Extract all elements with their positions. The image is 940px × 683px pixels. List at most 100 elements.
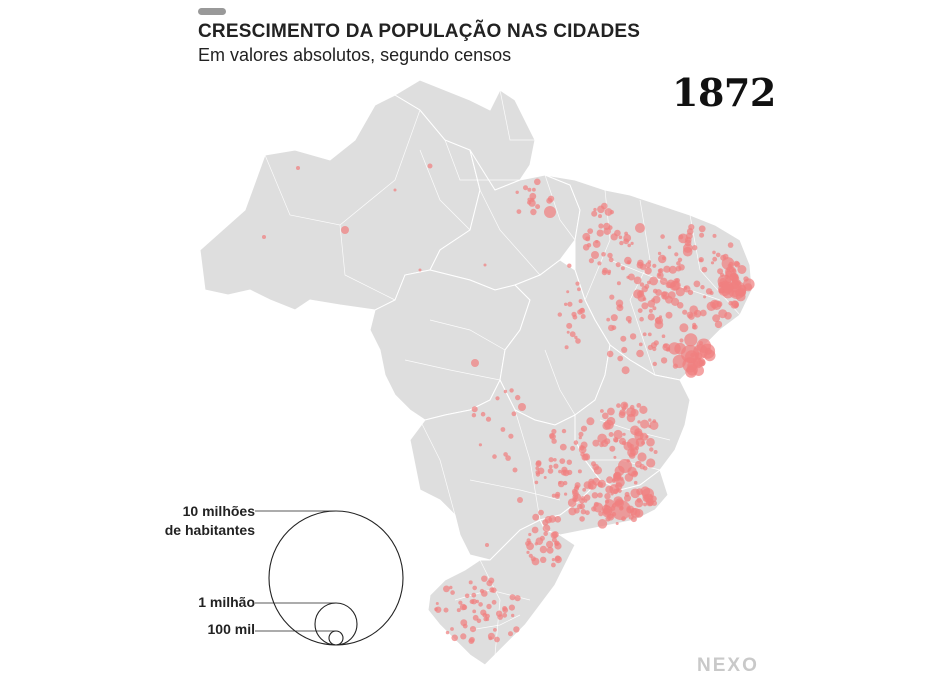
city-bubble (514, 595, 521, 602)
city-bubble (660, 277, 668, 285)
city-bubble (648, 425, 652, 428)
chart-subtitle: Em valores absolutos, segundo censos (198, 45, 512, 65)
city-bubble (597, 261, 602, 266)
city-bubble (641, 440, 646, 445)
city-bubble (596, 229, 604, 237)
city-bubble (508, 631, 513, 637)
city-bubble (557, 312, 562, 317)
city-bubble (478, 602, 483, 607)
city-bubble (537, 467, 545, 475)
city-bubble (542, 524, 551, 532)
city-bubble (472, 585, 478, 591)
city-bubble (523, 185, 528, 191)
city-bubble (694, 312, 698, 316)
city-bubble (528, 532, 532, 537)
city-bubble (623, 238, 629, 245)
city-bubble (509, 388, 514, 393)
city-bubble (608, 257, 614, 263)
city-bubble (485, 543, 489, 547)
city-bubble (627, 438, 639, 450)
city-bubble (445, 630, 450, 635)
city-bubble (629, 333, 637, 340)
city-bubble (575, 338, 581, 344)
city-bubble (686, 311, 694, 319)
city-bubble (502, 606, 508, 611)
city-bubble (449, 585, 453, 590)
city-bubble (566, 459, 572, 465)
city-bubble (604, 438, 611, 445)
city-bubble (547, 468, 554, 474)
city-bubbles (262, 163, 755, 644)
city-bubble (622, 432, 626, 436)
city-bubble (619, 409, 626, 416)
city-bubble (493, 628, 497, 632)
city-bubble (471, 592, 477, 598)
city-bubble (568, 507, 577, 516)
city-bubble (469, 626, 477, 633)
city-bubble (472, 614, 479, 621)
city-bubble (451, 634, 459, 642)
city-bubble (630, 508, 641, 518)
legend-circle-1m (314, 602, 358, 646)
city-bubble (418, 268, 422, 272)
city-bubble (642, 332, 647, 337)
city-bubble (615, 522, 619, 525)
city-bubble (427, 163, 433, 169)
city-bubble (579, 516, 585, 522)
city-bubble (534, 542, 538, 546)
city-bubble (603, 227, 611, 235)
city-bubble (566, 290, 570, 294)
city-bubble (591, 492, 599, 499)
city-bubble (511, 411, 517, 417)
city-bubble (699, 341, 703, 346)
city-bubble (679, 338, 684, 343)
city-bubble (661, 291, 667, 297)
city-bubble (459, 603, 467, 611)
city-bubble (627, 448, 636, 457)
city-bubble (561, 428, 567, 434)
city-bubble (606, 476, 614, 484)
city-bubble (682, 309, 688, 315)
city-bubble (611, 500, 631, 520)
city-bubble (675, 265, 682, 272)
city-bubble (647, 260, 652, 264)
city-bubble (620, 335, 627, 342)
city-bubble (663, 265, 671, 273)
city-bubble (577, 503, 583, 510)
city-bubble (492, 454, 497, 459)
city-bubble (693, 280, 701, 288)
city-bubble (508, 604, 515, 611)
city-bubble (482, 612, 488, 618)
city-bubble (586, 243, 592, 248)
city-bubble (553, 463, 559, 469)
city-bubble (591, 251, 599, 259)
city-bubble (619, 240, 624, 246)
city-bubble (553, 458, 557, 462)
city-bubble (616, 403, 621, 408)
city-bubble (462, 623, 468, 629)
city-bubble (491, 599, 497, 605)
slider-handle[interactable] (198, 8, 226, 15)
city-bubble (642, 488, 654, 500)
city-bubble (551, 428, 557, 435)
city-bubble (546, 546, 554, 554)
city-bubble (534, 480, 539, 485)
city-bubble (665, 295, 673, 304)
city-bubble (658, 268, 664, 274)
city-bubble (624, 494, 631, 502)
city-bubble (665, 347, 671, 352)
city-bubble (478, 443, 482, 447)
city-bubble (607, 252, 613, 259)
city-bubble (527, 197, 532, 202)
city-bubble (655, 316, 663, 325)
city-bubble (652, 419, 657, 423)
city-bubble (714, 320, 723, 329)
city-bubble (656, 271, 664, 279)
city-bubble (609, 294, 615, 300)
city-bubble (539, 535, 545, 541)
city-bubble (564, 345, 569, 350)
city-bubble (635, 223, 645, 233)
city-bubble (687, 289, 694, 296)
